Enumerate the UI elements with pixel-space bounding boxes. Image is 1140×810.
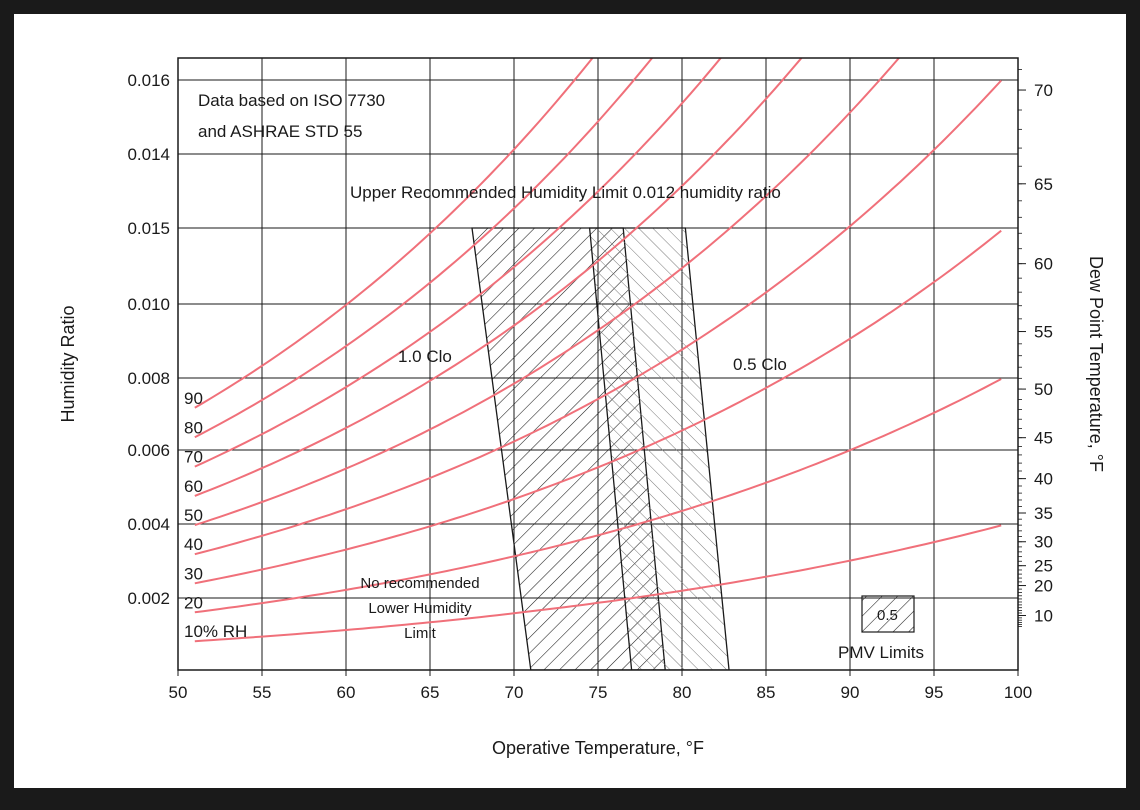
y-tick-label: 0.006	[127, 441, 170, 460]
dew-point-tick-label: 55	[1034, 323, 1053, 342]
dew-point-tick-label: 40	[1034, 470, 1053, 489]
rh-curve-80	[194, 58, 654, 439]
y-tick-label: 0.015	[127, 219, 170, 238]
rh-label: 30	[184, 564, 203, 583]
pmv-legend-text: PMV Limits	[838, 643, 924, 662]
grid	[178, 58, 1018, 670]
x-tick-label: 80	[673, 683, 692, 702]
y2-axis-title: Dew Point Temperature, °F	[1086, 256, 1106, 472]
dew-point-tick-label: 20	[1034, 577, 1053, 596]
rh-curve-30	[194, 229, 1002, 585]
x-axis-title: Operative Temperature, °F	[492, 738, 704, 758]
rh-label: 50	[184, 506, 203, 525]
lower-limit-note-1: No recommended	[360, 575, 479, 592]
rh-curve-50	[194, 58, 901, 527]
y-axis-ticks: 0.002 0.004 0.006 0.008 0.010 0.015 0.014 0.016	[127, 71, 170, 608]
rh-label: 10% RH	[184, 622, 247, 641]
x-tick-label: 70	[505, 683, 524, 702]
y-axis-title: Humidity Ratio	[58, 305, 78, 422]
x-tick-label: 75	[589, 683, 608, 702]
dew-point-tick-label: 50	[1034, 380, 1053, 399]
dew-point-tick-label: 60	[1034, 255, 1053, 274]
dew-point-tick-label: 30	[1034, 533, 1053, 552]
dew-point-tick-label: 25	[1034, 557, 1053, 576]
x-tick-label: 85	[757, 683, 776, 702]
upper-humidity-limit-note: Upper Recommended Humidity Limit 0.012 h…	[350, 183, 781, 202]
y-tick-label: 0.004	[127, 515, 170, 534]
y-tick-label: 0.014	[127, 145, 170, 164]
x-tick-label: 95	[925, 683, 944, 702]
pmv-legend-swatch-label: 0.5	[877, 607, 898, 624]
clo-1-label: 1.0 Clo	[398, 347, 452, 366]
rh-curve-10	[194, 524, 1002, 643]
x-tick-label: 50	[169, 683, 188, 702]
rh-curve-90	[194, 58, 594, 409]
x-tick-label: 65	[421, 683, 440, 702]
rh-curves	[194, 58, 1002, 643]
x-tick-label: 60	[337, 683, 356, 702]
clo-05-label: 0.5 Clo	[733, 355, 787, 374]
pmv-legend-swatch	[861, 595, 915, 633]
rh-labels: 10% RH 20 30 40 50 60 70 80 90	[184, 389, 247, 641]
y-tick-label: 0.008	[127, 369, 170, 388]
dew-point-tick-label: 70	[1034, 81, 1053, 100]
rh-label: 90	[184, 389, 203, 408]
rh-label: 20	[184, 593, 203, 612]
y-tick-label: 0.002	[127, 589, 170, 608]
rh-curve-60	[194, 58, 803, 497]
source-note-line2: and ASHRAE STD 55	[198, 122, 362, 141]
dew-point-tick-label: 10	[1034, 606, 1053, 625]
comfort-zone-clo-05	[588, 227, 730, 670]
rh-curve-20	[194, 378, 1002, 614]
dew-point-tick-label: 35	[1034, 504, 1053, 523]
source-note-line1: Data based on ISO 7730	[198, 91, 385, 110]
rh-label: 60	[184, 477, 203, 496]
rh-curve-70	[194, 58, 723, 468]
y-tick-label: 0.016	[127, 71, 170, 90]
rh-label: 40	[184, 535, 203, 554]
lower-limit-note-2: Lower Humidity	[368, 600, 472, 617]
rh-curve-40	[194, 79, 1002, 556]
dew-point-tick-label: 45	[1034, 429, 1053, 448]
x-tick-label: 90	[841, 683, 860, 702]
comfort-zones	[471, 227, 730, 670]
lower-limit-note-3: Limit	[404, 625, 437, 642]
rh-label: 80	[184, 418, 203, 437]
rh-label: 70	[184, 448, 203, 467]
x-tick-label: 55	[253, 683, 272, 702]
dew-point-tick-label: 65	[1034, 175, 1053, 194]
x-tick-label: 100	[1004, 683, 1032, 702]
x-axis-ticks: 50 55 60 65 70 75 80 85 90 95 100	[169, 670, 1032, 702]
y-tick-label: 0.010	[127, 295, 170, 314]
